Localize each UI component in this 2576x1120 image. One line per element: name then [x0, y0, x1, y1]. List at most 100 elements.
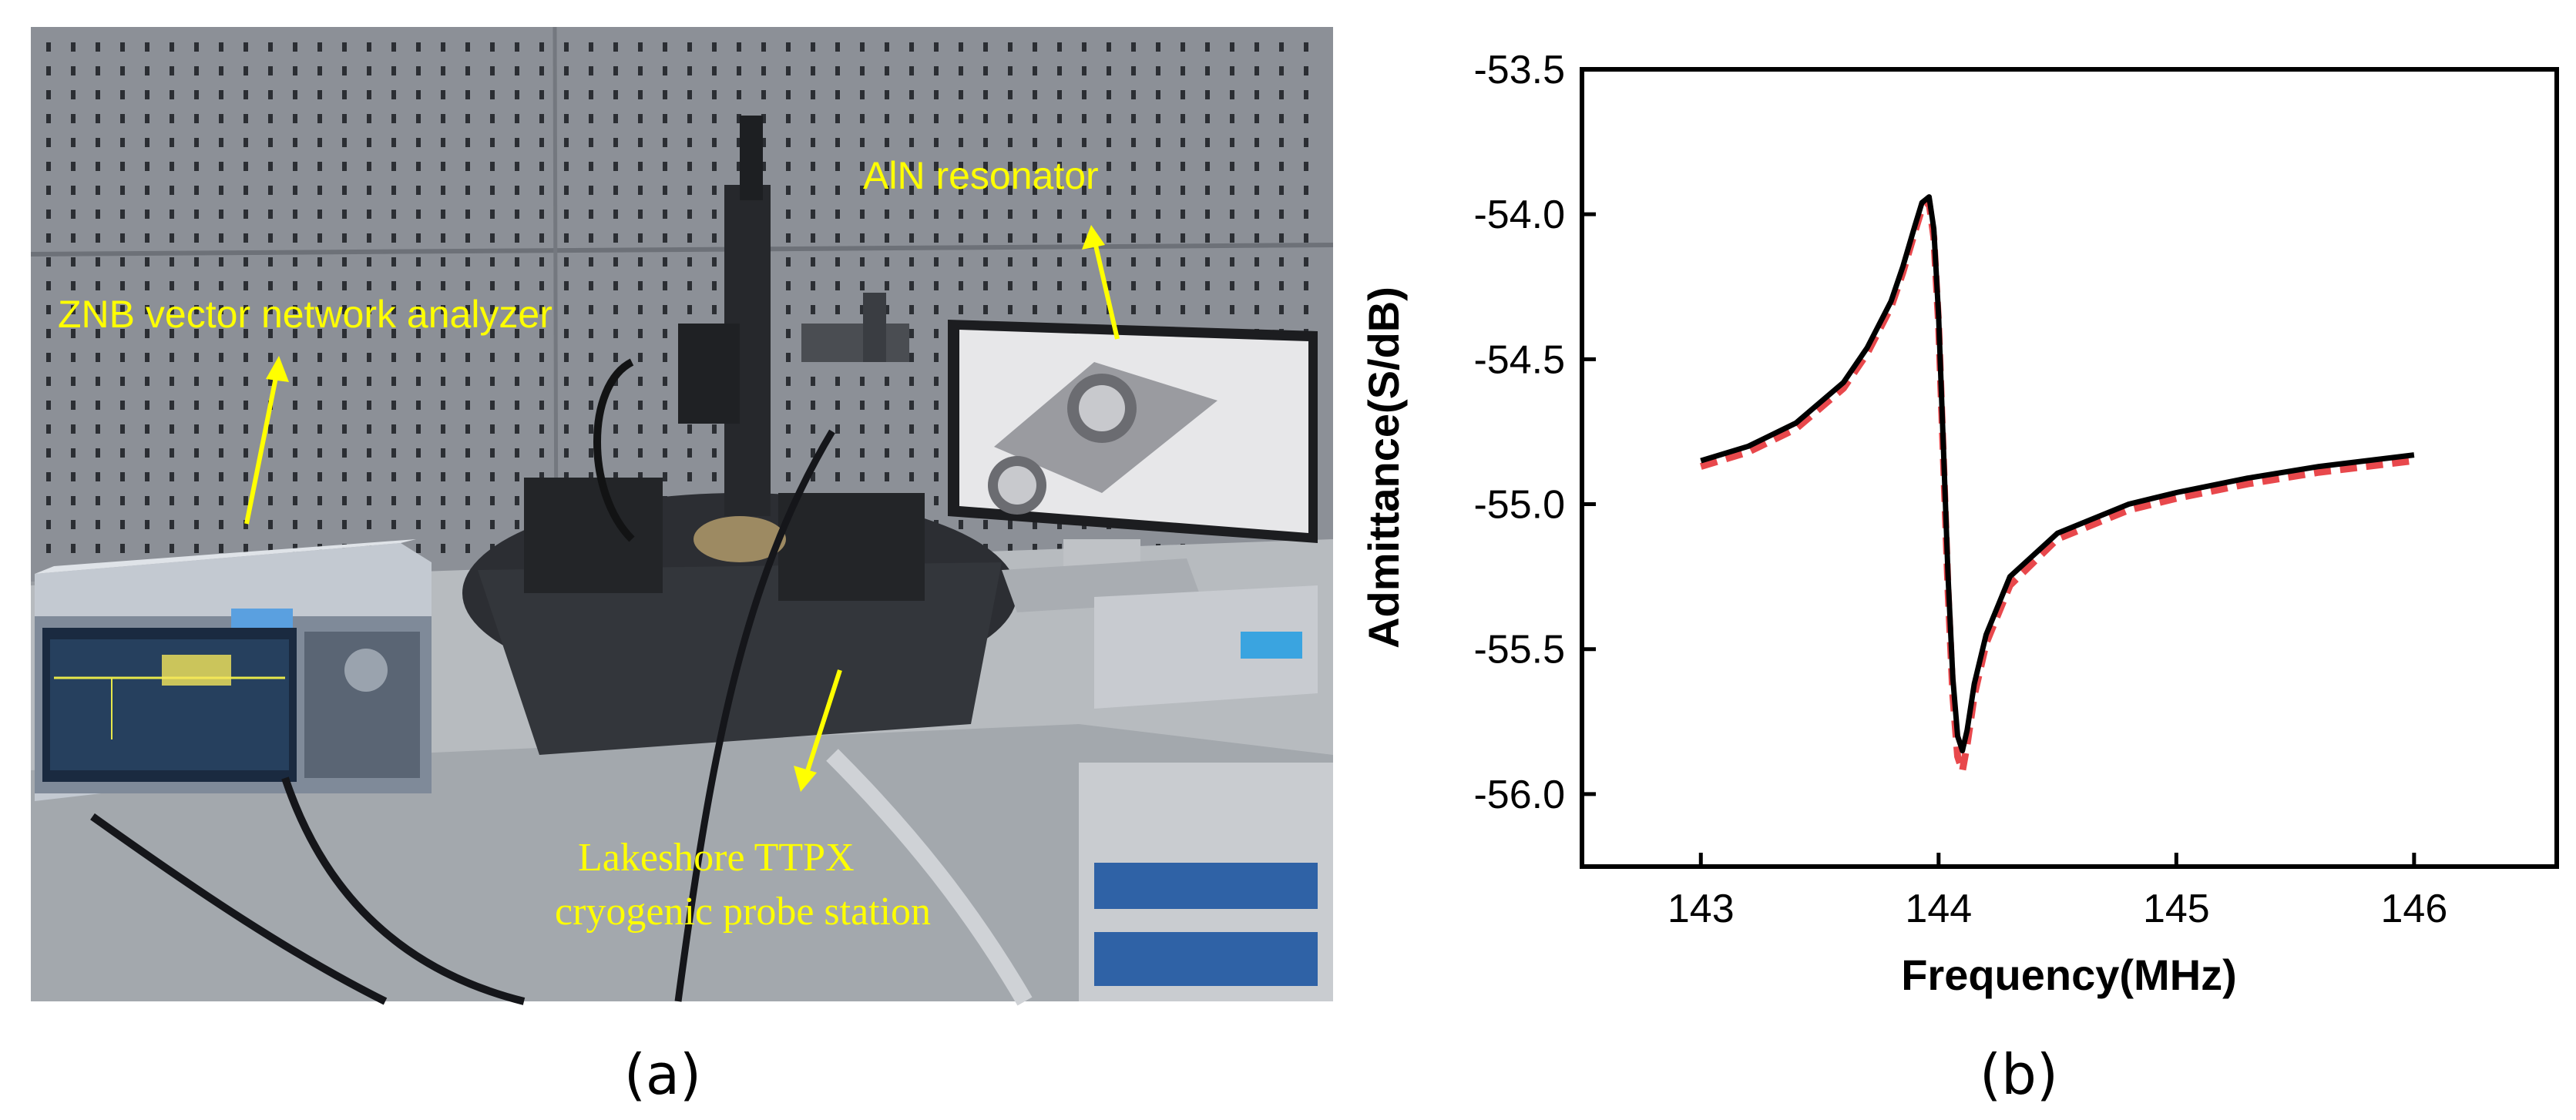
- pegboard-hole: [811, 448, 815, 458]
- pegboard-hole: [885, 162, 889, 171]
- pegboard-hole: [1008, 305, 1013, 314]
- pegboard-hole: [145, 424, 149, 434]
- pegboard-hole: [441, 114, 445, 123]
- pegboard-hole: [293, 329, 297, 338]
- pegboard-hole: [1205, 281, 1210, 290]
- pegboard-hole: [564, 401, 569, 410]
- pegboard-hole: [663, 424, 667, 434]
- pegboard-hole: [219, 353, 223, 362]
- pegboard-hole: [983, 114, 988, 123]
- pegboard-hole: [367, 472, 371, 481]
- pegboard-hole: [243, 424, 248, 434]
- pegboard-hole: [465, 186, 470, 195]
- pegboard-hole: [317, 90, 322, 99]
- pegboard-hole: [96, 114, 100, 123]
- pegboard-hole: [712, 424, 717, 434]
- pegboard-hole: [120, 257, 125, 267]
- pegboard-hole: [515, 496, 519, 505]
- pegboard-hole: [1181, 305, 1185, 314]
- pegboard-hole: [391, 520, 396, 529]
- pegboard-hole: [786, 42, 791, 52]
- pegboard-hole: [860, 114, 865, 123]
- pegboard-hole: [317, 138, 322, 147]
- y-axis-label: Admittance(S/dB): [1359, 287, 1408, 649]
- pegboard-hole: [983, 281, 988, 290]
- pegboard-hole: [761, 162, 766, 171]
- pegboard-hole: [1254, 186, 1259, 195]
- pegboard-hole: [243, 401, 248, 410]
- y-tick-label: -54.5: [1473, 337, 1565, 382]
- pegboard-hole: [638, 162, 643, 171]
- pegboard-hole: [1205, 233, 1210, 243]
- pegboard-hole: [1230, 257, 1234, 267]
- pegboard-hole: [983, 66, 988, 75]
- pegboard-hole: [71, 186, 76, 195]
- pegboard-hole: [367, 424, 371, 434]
- pegboard-hole: [490, 233, 495, 243]
- pegboard-hole: [194, 329, 199, 338]
- pegboard-hole: [268, 424, 273, 434]
- pegboard-hole: [934, 377, 939, 386]
- pegboard-hole: [811, 114, 815, 123]
- fitted-admittance-line: [1699, 199, 2415, 775]
- pegboard-hole: [465, 114, 470, 123]
- pegboard-hole: [490, 496, 495, 505]
- pegboard-hole: [983, 257, 988, 267]
- pegboard-hole: [786, 281, 791, 290]
- pegboard-hole: [959, 90, 963, 99]
- pegboard-hole: [1181, 114, 1185, 123]
- pegboard-hole: [1033, 42, 1037, 52]
- pegboard-hole: [194, 42, 199, 52]
- pegboard-hole: [120, 424, 125, 434]
- pegboard-hole: [46, 90, 51, 99]
- pegboard-hole: [1057, 257, 1062, 267]
- pegboard-hole: [71, 305, 76, 314]
- pegboard-hole: [811, 186, 815, 195]
- pegboard-hole: [170, 138, 174, 147]
- pegboard-hole: [1107, 186, 1111, 195]
- pegboard-hole: [416, 353, 421, 362]
- pegboard-hole: [194, 66, 199, 75]
- pegboard-hole: [983, 90, 988, 99]
- pegboard-hole: [959, 257, 963, 267]
- pegboard-hole: [589, 329, 593, 338]
- pegboard-hole: [589, 377, 593, 386]
- pegboard-hole: [71, 496, 76, 505]
- pegboard-hole: [885, 377, 889, 386]
- pegboard-hole: [219, 496, 223, 505]
- pegboard-hole: [219, 377, 223, 386]
- pegboard-hole: [170, 353, 174, 362]
- pegboard-hole: [243, 281, 248, 290]
- pegboard-hole: [909, 353, 914, 362]
- pegboard-hole: [490, 424, 495, 434]
- pegboard-hole: [1131, 138, 1136, 147]
- pegboard-hole: [465, 66, 470, 75]
- pegboard-hole: [145, 233, 149, 243]
- pegboard-hole: [539, 162, 544, 171]
- pegboard-hole: [293, 520, 297, 529]
- pegboard-hole: [120, 114, 125, 123]
- pegboard-hole: [1008, 90, 1013, 99]
- pegboard-hole: [539, 233, 544, 243]
- pegboard-hole: [589, 210, 593, 219]
- pegboard-hole: [539, 472, 544, 481]
- vna-annotation: ZNB vector network analyzer: [58, 293, 552, 336]
- pegboard-hole: [170, 520, 174, 529]
- pegboard-hole: [170, 305, 174, 314]
- pegboard-hole: [243, 162, 248, 171]
- pegboard-hole: [909, 281, 914, 290]
- pegboard-hole: [367, 448, 371, 458]
- pegboard-hole: [219, 305, 223, 314]
- pegboard-hole: [1304, 114, 1308, 123]
- pegboard-hole: [934, 138, 939, 147]
- pegboard-hole: [367, 233, 371, 243]
- pegboard-hole: [1008, 138, 1013, 147]
- pegboard-hole: [317, 66, 322, 75]
- x-tick-label: 145: [2143, 887, 2210, 931]
- pegboard-hole: [1205, 42, 1210, 52]
- pegboard-hole: [219, 162, 223, 171]
- pegboard-hole: [441, 353, 445, 362]
- pegboard-hole: [539, 42, 544, 52]
- pegboard-hole: [71, 472, 76, 481]
- pegboard-hole: [441, 90, 445, 99]
